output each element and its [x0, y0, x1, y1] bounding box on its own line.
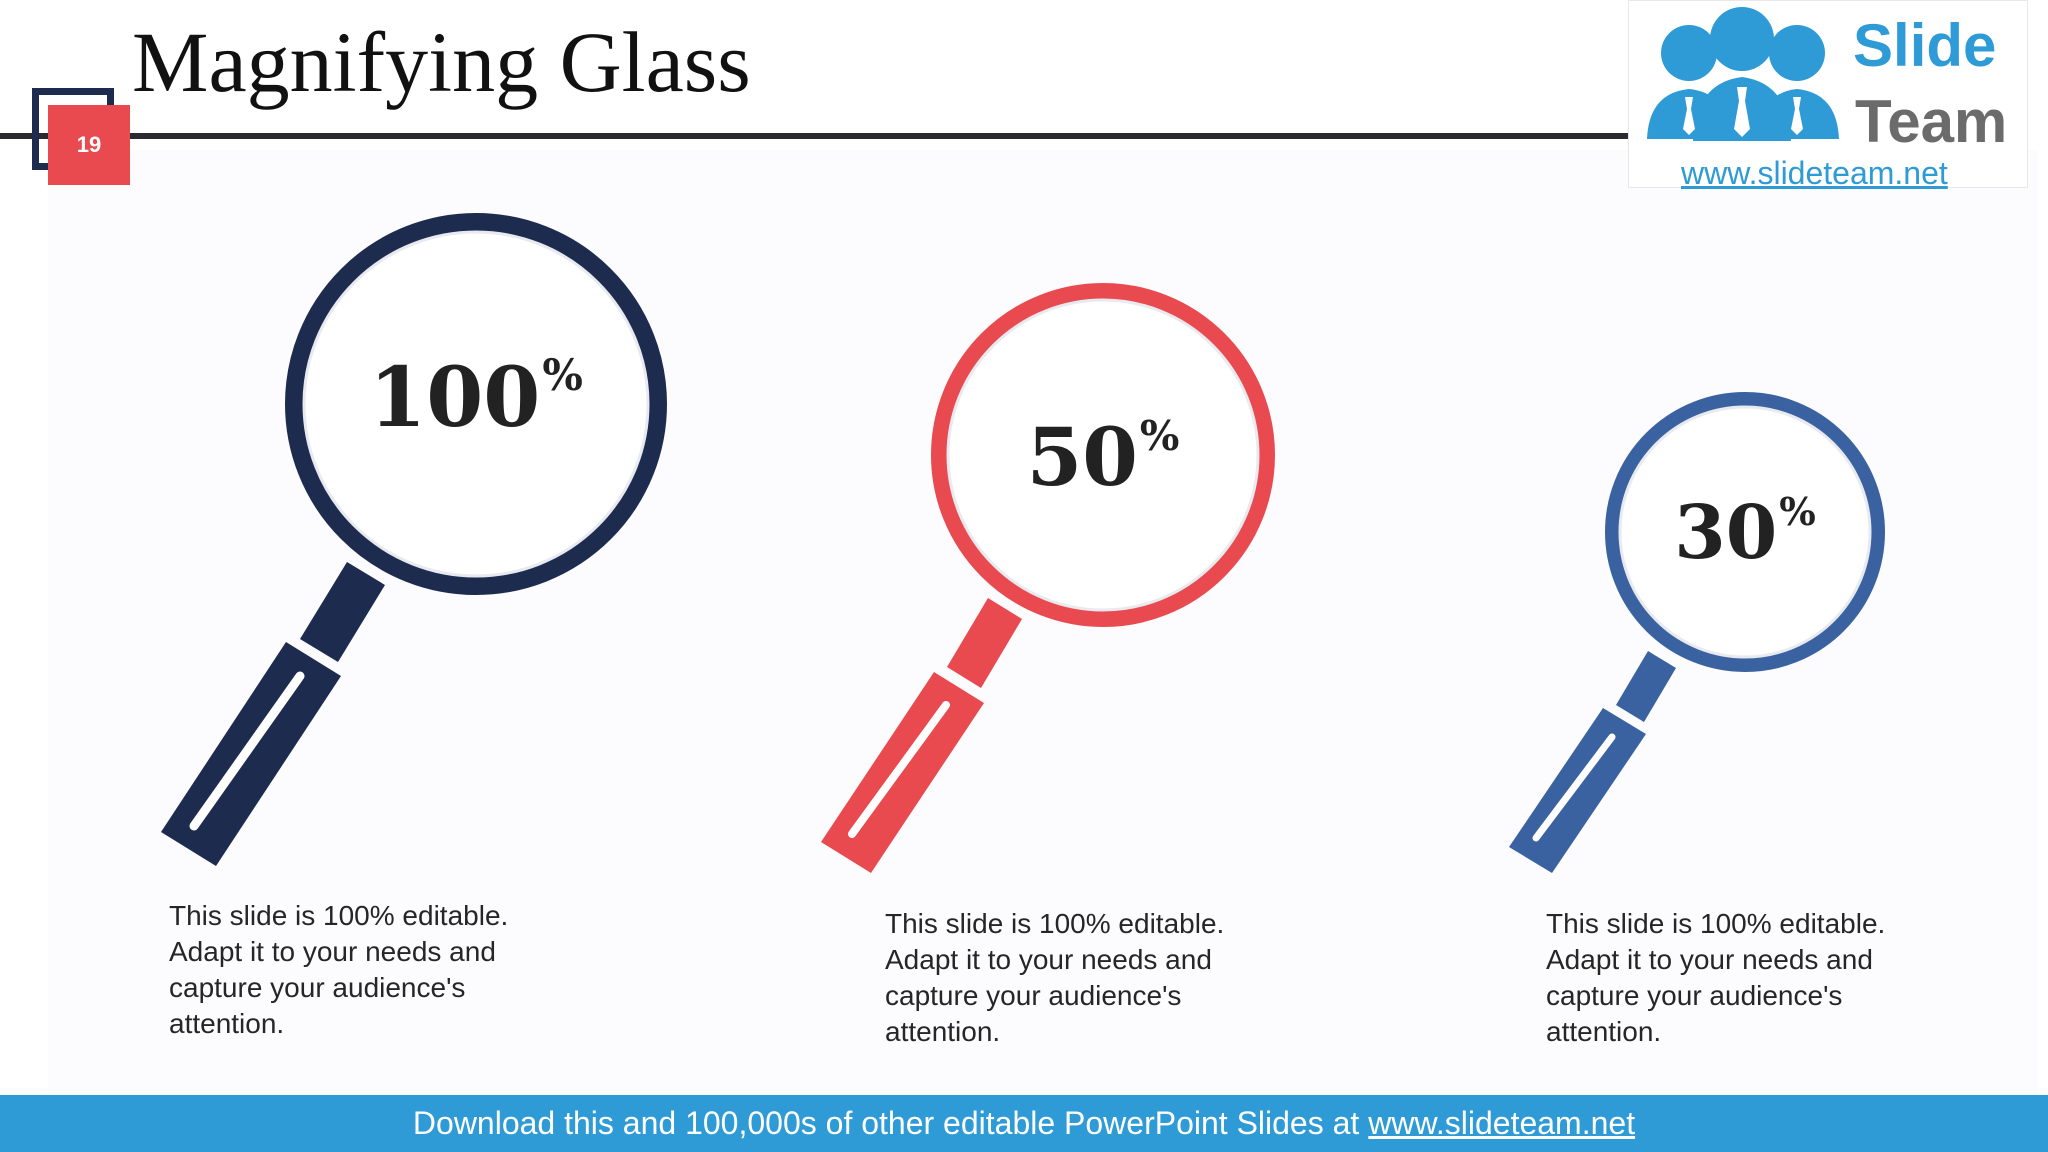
percent-value: 50: [1026, 410, 1138, 504]
percent-value: 100: [369, 350, 541, 446]
slide-title: Magnifying Glass: [132, 14, 751, 110]
percent-unit: %: [1779, 490, 1816, 536]
description-text-3: This slide is 100% editable. Adapt it to…: [1546, 908, 1886, 1047]
logo-url-link[interactable]: www.slideteam.net: [1681, 155, 1948, 191]
percent-unit: %: [1139, 410, 1180, 460]
footer-link[interactable]: www.slideteam.net: [1368, 1105, 1636, 1141]
percent-label-50: 50%: [1027, 410, 1180, 504]
footer-text: Download this and 100,000s of other edit…: [412, 1105, 1360, 1141]
magnifier-50: [821, 283, 1275, 873]
logo-word-slide: Slide: [1853, 12, 1997, 79]
percent-unit: %: [542, 350, 583, 401]
logo-word-team: Team: [1855, 88, 2008, 155]
slideteam-logo[interactable]: Slide Team www.slideteam.net: [1628, 0, 2028, 191]
description-text-2: This slide is 100% editable. Adapt it to…: [885, 908, 1225, 1047]
magnifier-30: [1509, 392, 1885, 873]
percent-label-100: 100%: [369, 350, 583, 446]
download-footer-bar: Download this and 100,000s of other edit…: [0, 1095, 2048, 1152]
percent-value: 30: [1674, 490, 1778, 576]
team-people-icon: [1647, 7, 1839, 141]
percent-label-30: 30%: [1674, 490, 1816, 576]
slide-number-badge: 19: [48, 105, 130, 185]
magnifier-100: [161, 213, 667, 866]
header-divider: [0, 133, 1630, 139]
description-text-1: This slide is 100% editable. Adapt it to…: [169, 900, 509, 1039]
